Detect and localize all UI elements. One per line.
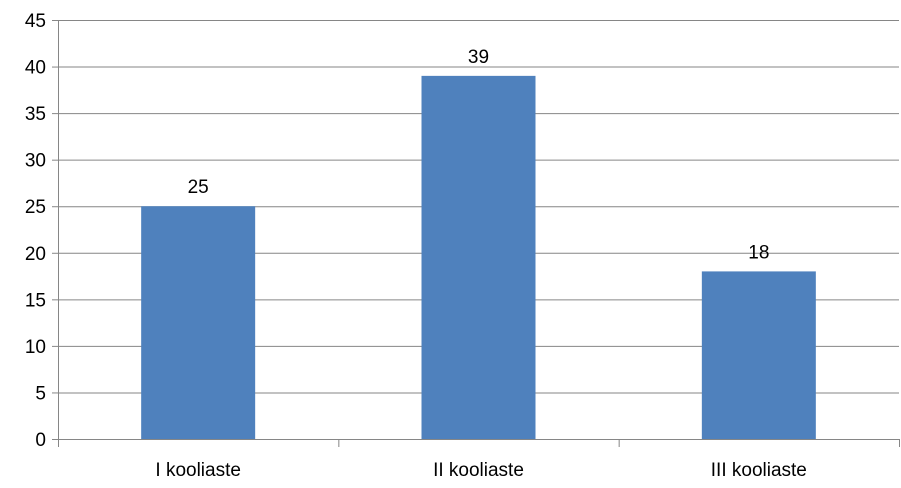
data-label-2: 39: [468, 47, 489, 68]
y-tick-label: 30: [25, 151, 46, 172]
y-axis-tick-labels: 0 5 10 15 20 25 30 35 40 45: [25, 11, 46, 451]
data-labels: 25 39 18: [188, 47, 770, 264]
y-tick-label: 45: [25, 11, 46, 32]
bars: [141, 75, 816, 439]
data-label-3: 18: [748, 242, 769, 263]
bar-2: [421, 75, 536, 439]
bar-3: [701, 271, 816, 439]
category-label-2: II kooliaste: [433, 460, 524, 481]
category-label-3: III kooliaste: [711, 460, 807, 481]
y-tick-label: 10: [25, 337, 46, 358]
x-axis-category-labels: I kooliaste II kooliaste III kooliaste: [155, 460, 806, 481]
data-label-1: 25: [188, 177, 209, 198]
y-tick-label: 0: [35, 430, 46, 451]
y-tick-label: 25: [25, 197, 46, 218]
y-tick-label: 15: [25, 290, 46, 311]
bar-1: [141, 206, 256, 439]
y-tick-label: 20: [25, 244, 46, 265]
y-tick-label: 5: [35, 383, 46, 404]
y-tick-label: 40: [25, 58, 46, 79]
category-label-1: I kooliaste: [155, 460, 241, 481]
y-tick-label: 35: [25, 104, 46, 125]
axes: [52, 20, 900, 447]
